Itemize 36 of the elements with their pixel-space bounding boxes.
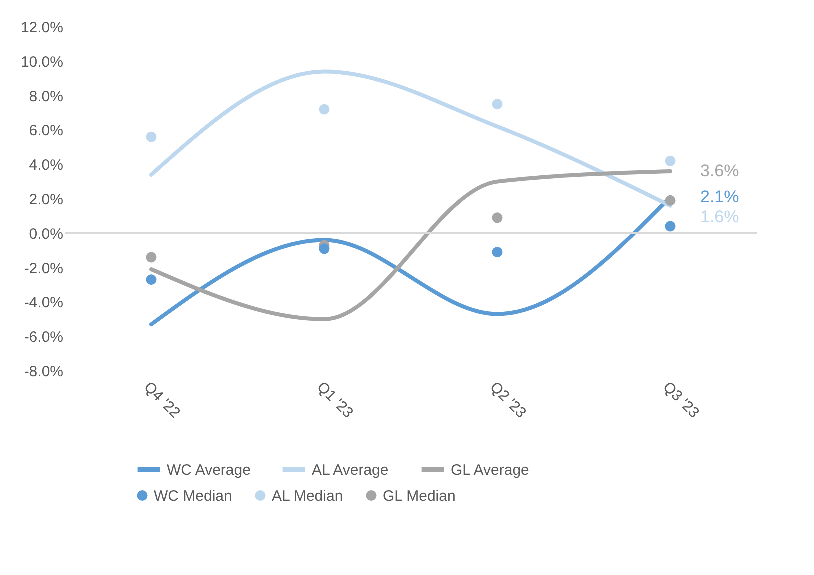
data-label: 2.1% <box>700 187 740 206</box>
point <box>146 132 157 142</box>
x-tick-label: Q4 '22 <box>140 378 184 422</box>
point <box>319 104 330 115</box>
point <box>492 99 503 110</box>
x-tick-label: Q1 '23 <box>314 378 357 422</box>
legend-label: GL Median <box>383 488 456 505</box>
point <box>665 156 676 166</box>
legend-label: WC Average <box>167 462 251 479</box>
y-tick-label: -4.0% <box>24 294 64 312</box>
point <box>492 212 503 224</box>
x-tick-label: Q2 '23 <box>486 378 530 422</box>
y-tick-label: -6.0% <box>24 329 64 346</box>
point <box>146 252 157 263</box>
legend-label: AL Average <box>312 462 389 479</box>
y-tick-label: -2.0% <box>24 260 64 278</box>
point <box>146 274 157 286</box>
data-label: 1.6% <box>700 207 740 226</box>
legend-label: AL Median <box>272 488 344 505</box>
data-label: 3.6% <box>700 161 740 180</box>
legend-label: WC Median <box>154 488 232 505</box>
line-series <box>150 169 672 322</box>
y-tick-label: -8.0% <box>24 364 64 380</box>
y-tick-label: 6.0% <box>29 122 64 140</box>
point <box>319 244 330 254</box>
point <box>492 247 503 258</box>
point <box>665 195 676 206</box>
x-tick-label: Q3 '23 <box>660 378 703 422</box>
point <box>665 221 676 232</box>
y-tick-label: 0.0% <box>29 226 64 243</box>
y-tick-label: 10.0% <box>20 54 64 71</box>
y-tick-label: 4.0% <box>29 157 64 174</box>
y-tick-label: 2.0% <box>29 192 64 208</box>
y-tick-label: 12.0% <box>20 20 64 36</box>
y-tick-label: 8.0% <box>29 88 64 106</box>
legend-label: GL Average <box>451 462 530 479</box>
